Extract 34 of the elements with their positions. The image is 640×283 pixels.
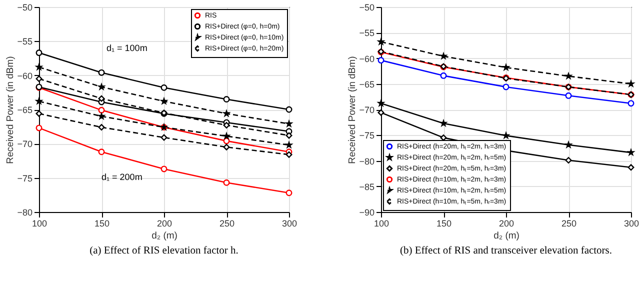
y-tick-label: −90: [359, 208, 374, 218]
annotation: d₁ = 100m: [106, 43, 148, 53]
y-tick-label: −55: [17, 36, 32, 47]
x-tick-label: 150: [436, 218, 452, 228]
y-tick-label: −65: [17, 105, 32, 115]
text: (b) Effect of RIS and transceiver elevation factors.: [400, 246, 612, 256]
x-tick-label: 300: [282, 218, 298, 228]
y-axis-title: Received Power (in dBm): [5, 56, 16, 164]
annotation: d₁ = 200m: [102, 172, 142, 182]
x-axis-title: d₂ (m): [152, 230, 178, 242]
y-axis-title: Received Power (in dBm): [347, 56, 358, 164]
text: (a) Effect of RIS elevation factor h.: [90, 246, 238, 256]
x-tick-label: 200: [498, 218, 514, 228]
x-tick-label: 150: [94, 218, 110, 228]
x-tick-label: 100: [32, 218, 48, 228]
y-tick-label: −55: [359, 28, 374, 38]
y-tick-label: −50: [359, 2, 374, 12]
y-tick-label: −80: [17, 208, 32, 218]
y-tick-label: −85: [359, 182, 374, 192]
x-tick-label: 250: [561, 218, 577, 228]
y-tick-label: −65: [359, 79, 374, 90]
y-tick-label: −70: [17, 139, 32, 150]
y-tick-label: −80: [359, 156, 374, 166]
x-tick-label: 200: [156, 218, 172, 228]
x-tick-label: 300: [624, 218, 640, 228]
y-tick-label: −75: [17, 173, 32, 184]
y-tick-label: −70: [359, 105, 374, 115]
y-tick-label: −75: [359, 130, 374, 141]
y-tick-label: −60: [359, 54, 374, 64]
x-axis-title: d₂ (m): [494, 230, 520, 242]
x-tick-label: 250: [219, 218, 235, 228]
y-tick-label: −60: [17, 70, 32, 81]
x-tick-label: 100: [374, 218, 390, 228]
y-tick-label: −50: [17, 2, 32, 12]
